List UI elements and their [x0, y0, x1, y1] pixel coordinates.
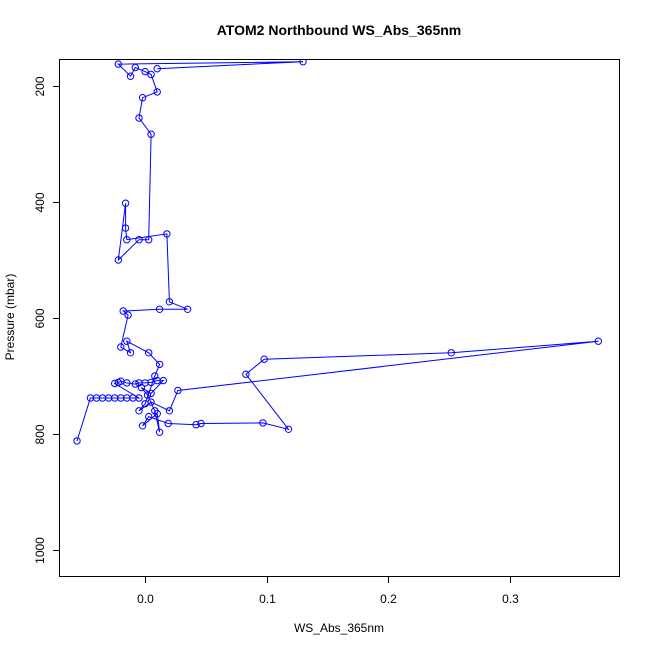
- series-line: [76, 61, 599, 442]
- data-point: [135, 236, 143, 244]
- data-point: [155, 360, 164, 369]
- data-point: [192, 421, 200, 429]
- x-tick-label: 0.1: [259, 592, 276, 606]
- data-point: [114, 256, 123, 264]
- data-point: [135, 114, 143, 122]
- data-point: [155, 305, 164, 313]
- data-point: [145, 412, 153, 421]
- data-point: [138, 94, 147, 102]
- data-point: [123, 337, 131, 345]
- x-axis: 0.0 0.1 0.2 0.3: [137, 576, 519, 606]
- data-point: [117, 343, 125, 351]
- data-point: [114, 60, 123, 68]
- y-axis: 200 400 600 800 1000: [33, 76, 60, 564]
- x-axis-label: WS_Abs_365nm: [294, 621, 384, 635]
- data-point: [141, 400, 149, 408]
- data-point: [135, 407, 143, 415]
- y-tick-label: 600: [33, 308, 47, 328]
- data-point: [594, 337, 602, 345]
- y-axis-label: Pressure (mbar): [3, 274, 17, 361]
- data-point: [141, 67, 149, 76]
- data-point: [145, 236, 153, 244]
- data-point: [163, 230, 171, 238]
- y-tick-label: 800: [33, 424, 47, 444]
- x-tick-label: 0.0: [137, 592, 154, 606]
- x-tick-label: 0.2: [380, 592, 397, 606]
- data-point: [174, 386, 182, 395]
- y-tick-label: 400: [33, 192, 47, 212]
- data-point: [260, 355, 268, 363]
- data-point: [147, 389, 155, 398]
- data-point: [153, 65, 161, 73]
- data-point: [165, 407, 174, 415]
- data-point: [131, 63, 140, 72]
- data-point: [164, 419, 172, 428]
- data-point: [138, 422, 147, 430]
- data-point: [135, 394, 143, 402]
- data-point: [242, 370, 250, 378]
- data-point: [259, 419, 267, 427]
- data-point: [143, 391, 152, 399]
- chart-title: ATOM2 Northbound WS_Abs_365nm: [217, 22, 462, 38]
- data-point: [197, 419, 205, 428]
- x-tick-label: 0.3: [502, 592, 519, 606]
- data-point: [165, 298, 174, 306]
- data-point: [124, 311, 132, 319]
- data-point: [299, 60, 307, 66]
- data-point: [73, 437, 81, 445]
- data-point: [183, 305, 192, 313]
- data-point: [111, 379, 119, 388]
- y-tick-label: 200: [33, 76, 47, 96]
- data-point: [119, 307, 127, 315]
- data-point: [126, 349, 135, 357]
- data-point: [147, 130, 155, 138]
- data-point: [153, 88, 161, 96]
- data-point: [121, 199, 130, 207]
- data-point: [126, 72, 135, 80]
- data-point: [447, 349, 455, 357]
- data-point: [284, 425, 293, 433]
- data-layer: [73, 60, 602, 445]
- data-point: [145, 349, 153, 357]
- data-point: [147, 70, 155, 79]
- data-point: [137, 383, 146, 392]
- y-tick-label: 1000: [33, 537, 47, 564]
- data-point: [159, 376, 168, 385]
- data-point: [155, 428, 164, 436]
- plot-frame: [59, 59, 620, 577]
- data-point: [151, 372, 159, 380]
- data-point: [131, 380, 140, 388]
- data-point: [123, 236, 131, 244]
- data-point: [121, 224, 130, 232]
- data-point: [153, 410, 161, 418]
- data-point: [123, 379, 131, 387]
